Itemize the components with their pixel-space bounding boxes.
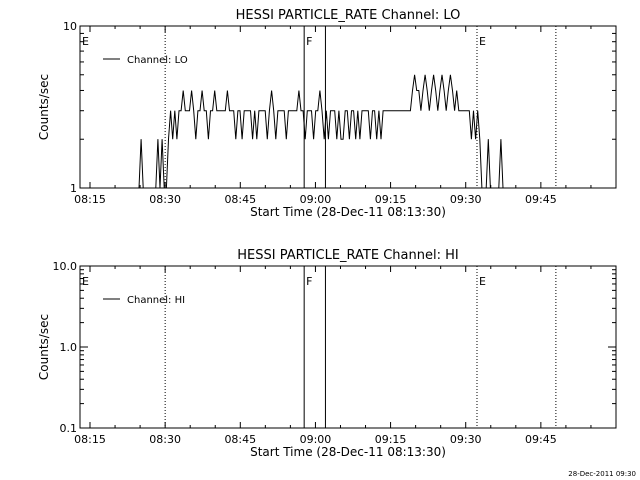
plot-frame [79,25,617,189]
marker-label: E [82,275,89,288]
x-tick-label: 09:30 [450,193,482,206]
chart-panel-hi: HESSI PARTICLE_RATE Channel: HI 08:15 08:3… [37,248,617,459]
x-tick-label: 08:45 [224,193,256,206]
y-tick-label: 1.0 [60,341,78,354]
y-axis-label: Counts/sec [37,74,51,140]
chart-title: HESSI PARTICLE_RATE Channel: LO [236,8,461,23]
marker-label: E [479,35,486,48]
y-tick-label: 1 [70,182,77,195]
y-tick-label: 10.0 [53,260,78,273]
x-tick-label: 09:15 [375,193,407,206]
x-axis-label: Start Time (28-Dec-11 08:13:30) [250,205,446,219]
marker-label: E [82,35,89,48]
marker-label: F [306,275,312,288]
x-tick-label: 08:15 [74,433,106,446]
x-tick-label: 08:15 [74,193,106,206]
x-tick-label: 09:00 [300,193,332,206]
y-tick-label: 10 [63,20,77,33]
x-tick-label: 09:45 [525,193,557,206]
x-tick-label: 08:45 [224,433,256,446]
footer-timestamp: 28-Dec-2011 09:30 [568,470,636,478]
x-tick-label: 09:15 [375,433,407,446]
x-axis-label: Start Time (28-Dec-11 08:13:30) [250,445,446,459]
chart-panel-lo: HESSI PARTICLE_RATE Channel: LO 08:15 08:3… [37,8,617,219]
x-tick-label: 09:30 [450,433,482,446]
x-tick-label: 08:30 [149,433,181,446]
legend-label: Channel: LO [127,55,188,66]
x-tick-label: 09:00 [300,433,332,446]
y-axis-label: Counts/sec [37,314,51,380]
plot-frame [79,265,617,429]
chart-title: HESSI PARTICLE_RATE Channel: HI [237,248,458,263]
x-tick-label: 08:30 [149,193,181,206]
series-line [138,74,516,189]
y-tick-label: 0.1 [60,422,78,435]
marker-label: E [479,275,486,288]
x-tick-label: 09:45 [525,433,557,446]
legend-label: Channel: HI [127,295,185,306]
marker-label: F [306,35,312,48]
